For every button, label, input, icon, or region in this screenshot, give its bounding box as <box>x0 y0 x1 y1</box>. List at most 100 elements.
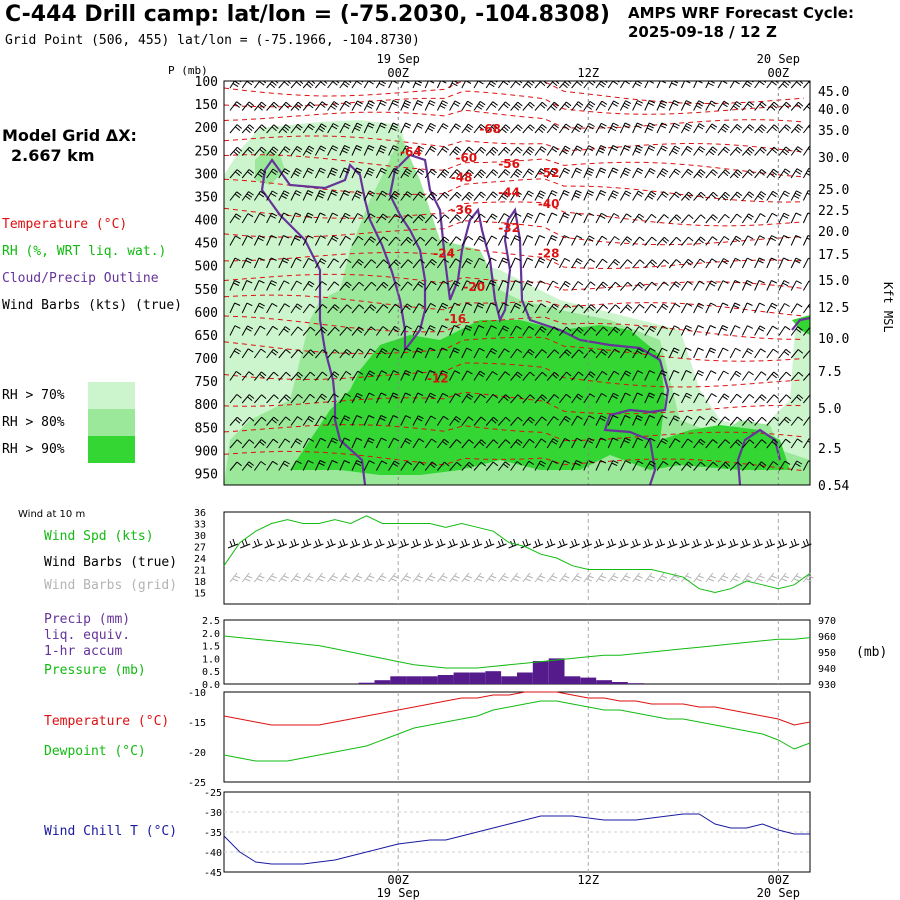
wind-barb-grid <box>583 572 594 583</box>
temperature-contour <box>224 362 805 388</box>
wind-barb <box>278 190 290 201</box>
wind-barb <box>668 438 681 449</box>
wind-barb <box>534 280 546 291</box>
wind-barb <box>485 416 499 426</box>
cloud-outline <box>260 158 407 485</box>
wind-barb <box>534 257 546 269</box>
wind-barb <box>278 371 291 381</box>
wind-barb <box>619 460 632 471</box>
wind-barb-true <box>776 538 788 549</box>
wind-speed-line <box>223 515 811 594</box>
wind-barb <box>632 304 645 314</box>
wind-barb <box>754 394 767 404</box>
wind-barb <box>534 212 546 224</box>
wind-barb <box>461 100 473 111</box>
wind-barb <box>461 235 474 246</box>
temperature-contour <box>224 273 805 291</box>
wind-barb <box>534 416 547 426</box>
wind-barb <box>314 235 326 246</box>
wind-barb <box>424 258 437 269</box>
wind-barb <box>302 212 314 224</box>
wind-barb <box>522 101 535 111</box>
wind-barb <box>620 326 633 336</box>
wind-barb-true <box>496 538 507 549</box>
top-hour-label: 00Z <box>767 66 789 80</box>
wind-barb <box>339 326 352 336</box>
wind-barb-grid <box>290 572 302 583</box>
wind-speed-tick: 24 <box>194 554 206 565</box>
wind-barb <box>729 393 742 404</box>
wind-barb <box>510 280 521 291</box>
wind-barb <box>559 326 572 336</box>
wind-barb <box>510 168 523 179</box>
wind-barb <box>473 370 486 381</box>
wind-barb <box>375 437 387 449</box>
wind-barb <box>375 415 387 426</box>
wind-barb <box>729 235 742 246</box>
wind-barb <box>705 81 716 89</box>
wind-barb-grid <box>754 572 765 583</box>
wind-barb <box>778 280 790 291</box>
wind-barb <box>400 415 412 426</box>
wind-barb <box>534 326 547 336</box>
precip-bar <box>437 675 454 684</box>
wind-barb <box>778 348 791 359</box>
precip-tick: 0.0 <box>202 680 220 691</box>
wind-barb <box>668 370 680 381</box>
wind-barb <box>790 349 804 359</box>
top-hour-label: 12Z <box>577 66 599 80</box>
wind-barb <box>473 146 487 156</box>
windchill-tick: -30 <box>204 808 222 819</box>
wind-barb <box>668 122 680 134</box>
wind-barb <box>278 124 291 134</box>
wind-barb <box>388 437 400 449</box>
wind-barb <box>278 168 291 179</box>
wind-barb <box>266 394 279 404</box>
wind-barb <box>363 167 375 179</box>
cloud-outline <box>791 316 810 331</box>
temperature-contour-label: -52 <box>538 166 560 180</box>
wind-barb <box>229 257 241 269</box>
wind-barb-true <box>606 538 617 549</box>
wind-barb <box>754 416 767 426</box>
wind-barb <box>546 235 558 246</box>
wind-barb <box>644 167 656 179</box>
temperature-panel-frame <box>223 691 811 783</box>
wind-barb <box>790 190 802 201</box>
wind-barb <box>656 100 668 111</box>
wind-barb <box>412 461 425 471</box>
wind-barb <box>717 461 731 471</box>
wind-barb <box>339 235 351 246</box>
wind-barb <box>314 145 327 156</box>
wind-barb <box>497 257 509 269</box>
dewpoint-line <box>223 700 811 762</box>
wind-barb <box>705 347 717 359</box>
wind-barb <box>437 169 450 179</box>
wind-barb <box>339 81 352 89</box>
model-grid-value: 2.667 km <box>11 146 95 165</box>
wind-barb <box>546 394 560 404</box>
wind-barb-true <box>789 538 800 549</box>
wind-barb-grid <box>803 572 814 583</box>
legend-wind-barbs-true: Wind Barbs (true) <box>44 555 178 570</box>
legend-dewpoint: Dewpoint (°C) <box>44 744 146 759</box>
wind-barb <box>339 122 351 134</box>
wind-barb <box>668 461 681 471</box>
temperature-contour-label: -64 <box>400 145 422 159</box>
wind-barb <box>278 146 291 156</box>
wind-barb <box>619 348 632 359</box>
wind-barb <box>278 326 291 336</box>
wind-barb <box>802 257 810 269</box>
wind-barb <box>742 101 755 111</box>
wind-barb <box>388 167 400 179</box>
wind-barb <box>449 302 461 314</box>
wind-barb <box>278 416 291 426</box>
wind-barb-grid <box>559 572 570 583</box>
wind-barb <box>388 281 401 291</box>
wind-barb <box>571 349 584 359</box>
wind-barb <box>546 416 559 426</box>
wind-barb <box>314 167 326 179</box>
wind-barb <box>583 371 596 381</box>
height-tick-label: 17.5 <box>818 248 849 263</box>
wind-barb <box>302 415 315 426</box>
